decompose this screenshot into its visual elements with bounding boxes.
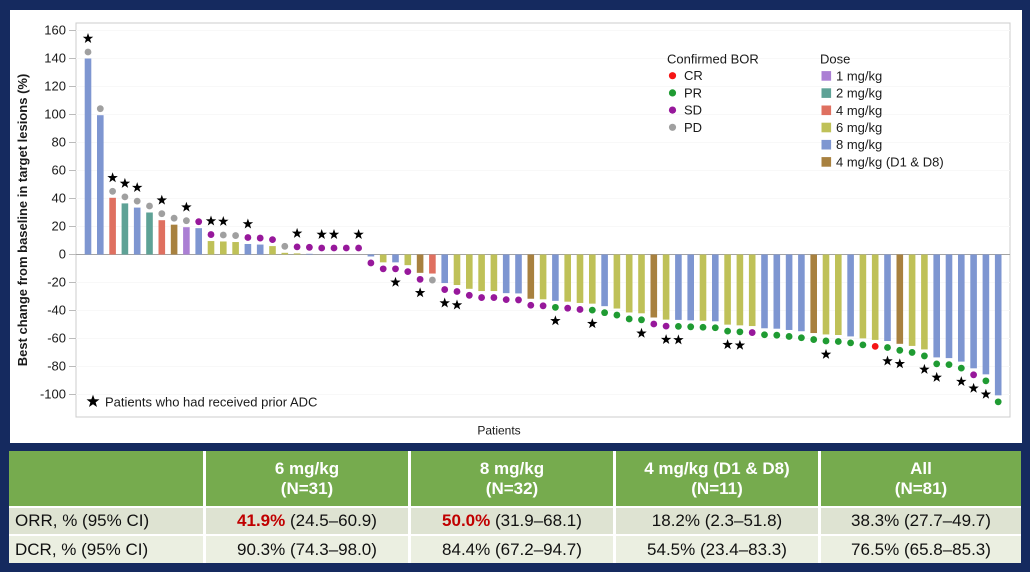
- svg-text:-100: -100: [40, 387, 66, 402]
- svg-text:Patients: Patients: [477, 424, 520, 438]
- svg-text:160: 160: [44, 23, 66, 38]
- svg-text:8 mg/kg: 8 mg/kg: [836, 137, 882, 152]
- svg-text:0: 0: [59, 247, 66, 262]
- svg-text:6 mg/kg: 6 mg/kg: [836, 120, 882, 135]
- svg-text:SD: SD: [684, 103, 702, 118]
- svg-text:1 mg/kg: 1 mg/kg: [836, 68, 882, 83]
- svg-text:20: 20: [52, 219, 66, 234]
- svg-text:PD: PD: [684, 120, 702, 135]
- svg-text:60: 60: [52, 163, 66, 178]
- svg-text:Patients who had received prio: Patients who had received prior ADC: [105, 395, 317, 410]
- svg-text:Dose: Dose: [820, 52, 850, 67]
- svg-text:PR: PR: [684, 85, 702, 100]
- svg-text:140: 140: [44, 51, 66, 66]
- svg-text:40: 40: [52, 191, 66, 206]
- svg-text:4 mg/kg: 4 mg/kg: [836, 103, 882, 118]
- svg-text:-40: -40: [47, 303, 66, 318]
- svg-text:-80: -80: [47, 359, 66, 374]
- svg-text:-60: -60: [47, 331, 66, 346]
- svg-text:2 mg/kg: 2 mg/kg: [836, 86, 882, 101]
- svg-text:4 mg/kg (D1 & D8): 4 mg/kg (D1 & D8): [836, 154, 944, 169]
- svg-text:100: 100: [44, 107, 66, 122]
- svg-text:120: 120: [44, 79, 66, 94]
- svg-text:-20: -20: [47, 275, 66, 290]
- svg-text:Best change from baseline in t: Best change from baseline in target lesi…: [15, 74, 30, 367]
- svg-text:CR: CR: [684, 68, 703, 83]
- svg-text:Confirmed BOR: Confirmed BOR: [667, 52, 759, 67]
- svg-text:80: 80: [52, 135, 66, 150]
